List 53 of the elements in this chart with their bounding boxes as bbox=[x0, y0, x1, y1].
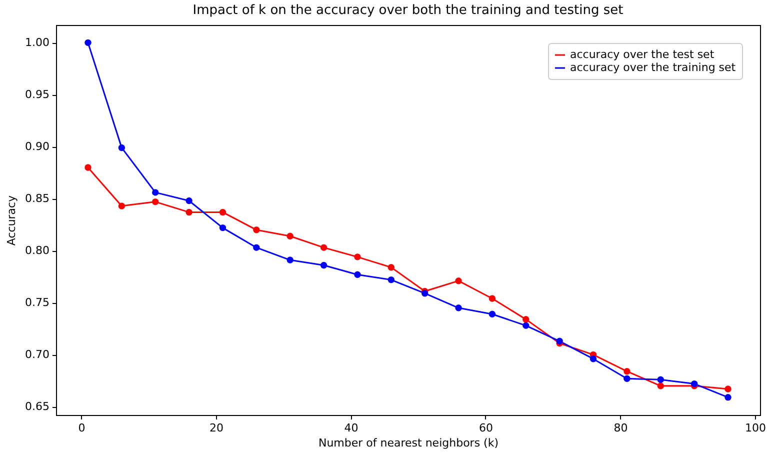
y-tick-label: 0.75 bbox=[25, 296, 50, 310]
x-tick-label: 100 bbox=[744, 422, 766, 434]
point bbox=[455, 277, 462, 284]
point bbox=[286, 232, 294, 240]
point bbox=[152, 189, 159, 196]
point bbox=[118, 202, 126, 210]
point bbox=[388, 276, 395, 284]
point bbox=[724, 394, 732, 401]
y-tick-label: 0.90 bbox=[25, 140, 50, 154]
y-axis-title: Accuracy bbox=[5, 194, 18, 246]
x-axis-title: Number of nearest neighbors (k) bbox=[318, 436, 499, 450]
point bbox=[624, 375, 630, 382]
y-tick-label: 0.70 bbox=[25, 348, 50, 362]
point bbox=[286, 256, 294, 264]
point bbox=[522, 316, 530, 323]
x-tick-label: 80 bbox=[614, 422, 628, 434]
x-tick-label: 0 bbox=[78, 422, 86, 434]
point bbox=[186, 208, 192, 216]
y-tick-label: 1.00 bbox=[25, 36, 50, 50]
point bbox=[84, 164, 92, 171]
y-tick-label: 0.95 bbox=[25, 88, 50, 102]
point bbox=[219, 224, 226, 232]
point bbox=[354, 271, 361, 278]
legend-label: accuracy over the training set bbox=[570, 61, 736, 74]
point bbox=[522, 322, 530, 329]
point bbox=[657, 376, 664, 383]
point bbox=[624, 368, 630, 375]
point bbox=[455, 304, 462, 312]
point bbox=[152, 198, 159, 206]
point bbox=[590, 355, 597, 362]
point bbox=[320, 262, 328, 269]
x-tick-label: 60 bbox=[478, 422, 493, 434]
point bbox=[320, 244, 328, 251]
point bbox=[690, 380, 698, 388]
point bbox=[253, 226, 260, 234]
point bbox=[724, 386, 732, 392]
chart-title: Impact of k on the accuracy over both the training and testing set bbox=[192, 3, 624, 18]
point bbox=[84, 39, 92, 46]
point bbox=[488, 295, 496, 302]
point bbox=[657, 382, 664, 390]
x-tick-label: 20 bbox=[210, 422, 224, 434]
point bbox=[186, 197, 192, 204]
point bbox=[118, 144, 126, 152]
x-tick-label: 40 bbox=[344, 422, 358, 434]
y-tick-label: 0.65 bbox=[25, 400, 50, 414]
point bbox=[388, 264, 395, 271]
point bbox=[219, 208, 226, 216]
y-tick-label: 0.80 bbox=[25, 244, 50, 258]
point bbox=[253, 244, 260, 251]
legend-label: accuracy over the test set bbox=[570, 48, 715, 61]
y-tick-label: 0.85 bbox=[25, 192, 50, 206]
point bbox=[354, 254, 361, 260]
point bbox=[488, 310, 496, 318]
